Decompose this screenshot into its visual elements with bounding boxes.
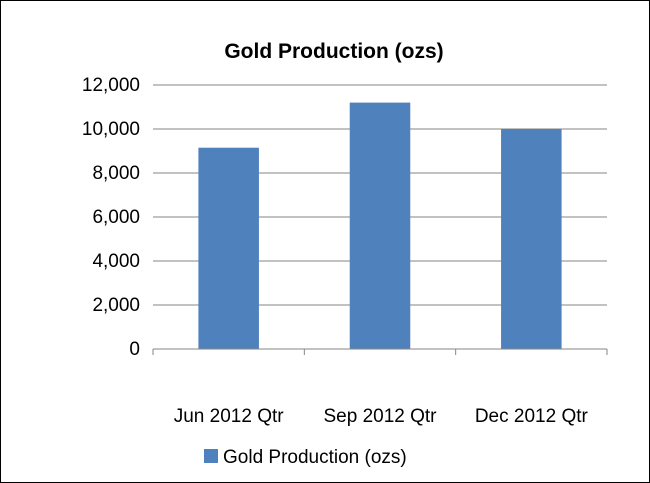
y-tick-label: 2,000 (92, 295, 140, 316)
x-axis-tick-labels: Jun 2012 Qtr Sep 2012 Qtr Dec 2012 Qtr (174, 406, 589, 427)
y-tick-label: 6,000 (92, 207, 140, 228)
x-axis (152, 348, 608, 355)
x-tick-label: Sep 2012 Qtr (323, 406, 437, 427)
legend-label: Gold Production (ozs) (223, 447, 407, 468)
chart-title: Gold Production (ozs) (224, 40, 443, 63)
y-tick-label: 10,000 (82, 119, 140, 140)
legend-swatch (204, 449, 218, 463)
y-tick-label: 12,000 (82, 75, 140, 96)
y-tick-label: 4,000 (92, 251, 140, 272)
x-tick-label: Jun 2012 Qtr (174, 406, 285, 427)
bar (349, 102, 411, 349)
y-tick-label: 0 (129, 339, 140, 360)
bars (198, 102, 562, 349)
bar (198, 147, 259, 349)
bar (501, 129, 562, 349)
y-tick-label: 8,000 (92, 163, 140, 184)
legend: Gold Production (ozs) (204, 447, 407, 468)
x-tick-label: Dec 2012 Qtr (475, 406, 589, 427)
y-axis-tick-labels: 0 2,000 4,000 6,000 8,000 10,000 12,000 (82, 75, 140, 360)
